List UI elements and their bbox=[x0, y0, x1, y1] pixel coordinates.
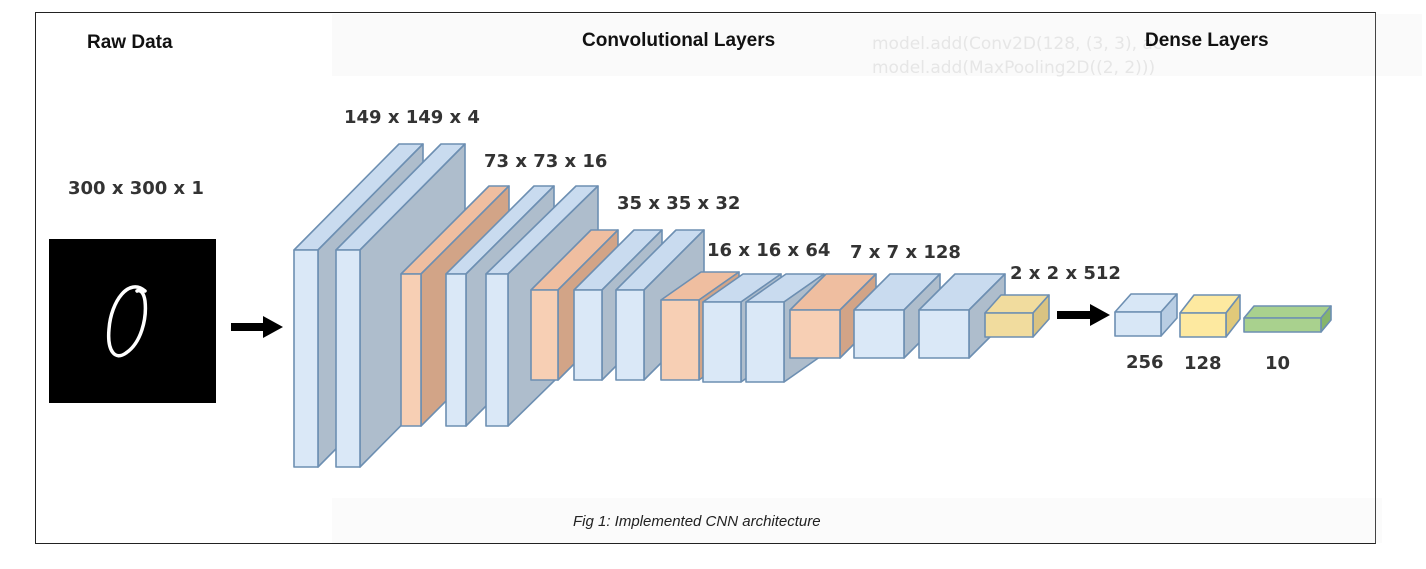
conv-block-4b-face bbox=[745, 301, 785, 383]
pool-block-4-face bbox=[789, 309, 841, 359]
dense-block-10-face bbox=[1243, 317, 1322, 333]
conv-dim-label-3: 35 x 35 x 32 bbox=[617, 193, 741, 214]
conv-block-3a-face bbox=[573, 289, 603, 381]
flatten-arrow bbox=[1057, 304, 1110, 326]
dense-units-label-128: 128 bbox=[1184, 353, 1222, 374]
flatten-block bbox=[984, 294, 1050, 338]
background-code-panel bbox=[332, 14, 1422, 76]
conv-block-5b-face bbox=[918, 309, 970, 359]
dense-units-label-10: 10 bbox=[1265, 353, 1291, 374]
background-code-line-1: model.add(Conv2D(128, (3, 3), ac bbox=[872, 34, 1163, 54]
conv-dim-label-2: 73 x 73 x 16 bbox=[484, 151, 608, 172]
dense-layers-title: Dense Layers bbox=[1145, 30, 1269, 51]
background-bottom-panel bbox=[332, 498, 1382, 543]
dense-block-256 bbox=[1114, 293, 1178, 337]
conv-dim-label-1: 149 x 149 x 4 bbox=[344, 107, 480, 128]
raw-data-title: Raw Data bbox=[87, 32, 173, 53]
input-digit-image bbox=[49, 239, 216, 403]
conv-block-4a-face bbox=[702, 301, 742, 383]
pool-block-3-face bbox=[660, 299, 700, 381]
dense-block-10 bbox=[1243, 305, 1332, 333]
conv-layers-title: Convolutional Layers bbox=[582, 30, 776, 51]
pool-block-1-face bbox=[400, 273, 422, 427]
conv-dim-label-6: 2 x 2 x 512 bbox=[1010, 263, 1121, 284]
conv-block-3b-face bbox=[615, 289, 645, 381]
dense-block-10-top bbox=[1243, 305, 1332, 319]
figure-caption: Fig 1: Implemented CNN architecture bbox=[573, 513, 821, 530]
pool-block-2-face bbox=[530, 289, 559, 381]
dense-block-128-face bbox=[1179, 312, 1227, 338]
flatten-block-face bbox=[984, 312, 1034, 338]
input-arrow bbox=[231, 316, 283, 338]
dense-block-128 bbox=[1179, 294, 1241, 338]
background-code-line-2: model.add(MaxPooling2D((2, 2))) bbox=[872, 58, 1156, 78]
conv-block-2a-face bbox=[445, 273, 467, 427]
layer-blocks bbox=[293, 143, 1332, 468]
conv-dim-label-4: 16 x 16 x 64 bbox=[707, 240, 831, 261]
conv-block-1a-face bbox=[293, 249, 319, 468]
flow-arrows bbox=[231, 304, 1110, 338]
dense-block-256-face bbox=[1114, 311, 1162, 337]
conv-block-1b-face bbox=[335, 249, 361, 468]
conv-block-5a-face bbox=[853, 309, 905, 359]
figure-frame bbox=[35, 12, 1376, 544]
conv-dim-label-5: 7 x 7 x 128 bbox=[850, 242, 961, 263]
digit-zero-drawing bbox=[106, 285, 148, 358]
input-dim-label: 300 x 300 x 1 bbox=[68, 178, 204, 199]
dense-units-label-256: 256 bbox=[1126, 352, 1164, 373]
conv-block-2b-face bbox=[485, 273, 509, 427]
